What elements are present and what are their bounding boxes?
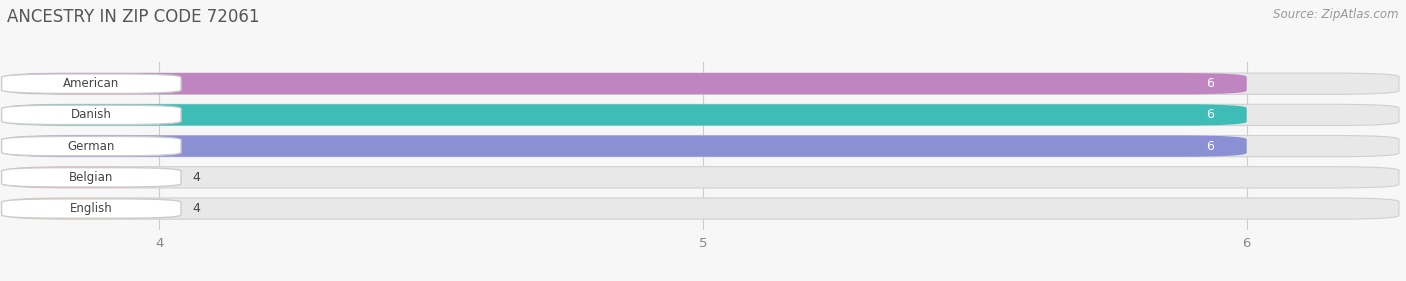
Text: 4: 4 bbox=[191, 171, 200, 184]
Text: Source: ZipAtlas.com: Source: ZipAtlas.com bbox=[1274, 8, 1399, 21]
FancyBboxPatch shape bbox=[7, 104, 1399, 126]
FancyBboxPatch shape bbox=[7, 73, 1247, 94]
FancyBboxPatch shape bbox=[1, 137, 181, 156]
FancyBboxPatch shape bbox=[7, 167, 159, 188]
FancyBboxPatch shape bbox=[7, 135, 1247, 157]
Text: Belgian: Belgian bbox=[69, 171, 114, 184]
Text: 6: 6 bbox=[1206, 108, 1215, 121]
FancyBboxPatch shape bbox=[7, 104, 1247, 126]
Text: American: American bbox=[63, 77, 120, 90]
Text: German: German bbox=[67, 140, 115, 153]
FancyBboxPatch shape bbox=[1, 74, 181, 93]
FancyBboxPatch shape bbox=[7, 167, 1399, 188]
FancyBboxPatch shape bbox=[1, 168, 181, 187]
Text: ANCESTRY IN ZIP CODE 72061: ANCESTRY IN ZIP CODE 72061 bbox=[7, 8, 260, 26]
FancyBboxPatch shape bbox=[7, 198, 159, 219]
FancyBboxPatch shape bbox=[7, 198, 1399, 219]
FancyBboxPatch shape bbox=[1, 105, 181, 124]
Text: English: English bbox=[70, 202, 112, 215]
FancyBboxPatch shape bbox=[7, 73, 1399, 94]
Text: Danish: Danish bbox=[70, 108, 111, 121]
FancyBboxPatch shape bbox=[7, 135, 1399, 157]
Text: 4: 4 bbox=[191, 202, 200, 215]
Text: 6: 6 bbox=[1206, 77, 1215, 90]
FancyBboxPatch shape bbox=[1, 199, 181, 218]
Text: 6: 6 bbox=[1206, 140, 1215, 153]
